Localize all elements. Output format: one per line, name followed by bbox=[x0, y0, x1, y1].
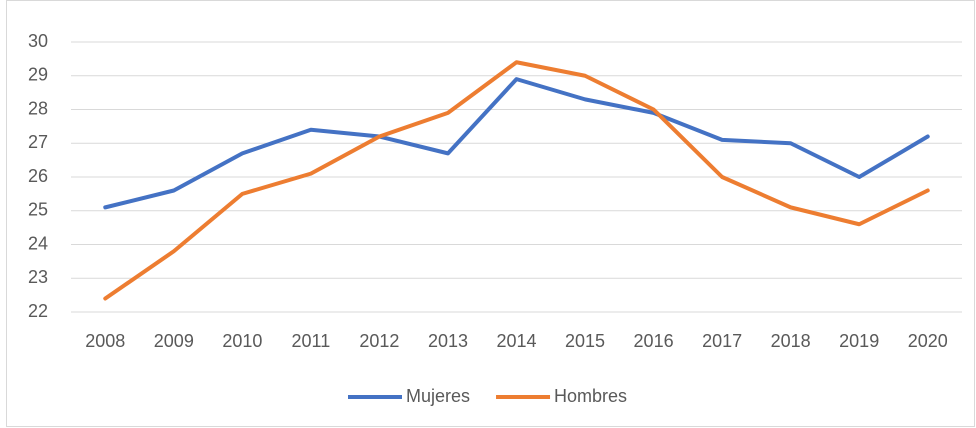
x-tick-label: 2017 bbox=[702, 331, 742, 351]
x-tick-label: 2016 bbox=[634, 331, 674, 351]
series-line bbox=[103, 77, 930, 210]
x-tick-label: 2020 bbox=[908, 331, 948, 351]
y-tick-label: 27 bbox=[28, 132, 48, 152]
y-tick-label: 25 bbox=[28, 200, 48, 220]
x-tick-label: 2014 bbox=[496, 331, 536, 351]
series-line bbox=[103, 60, 930, 301]
x-tick-label: 2015 bbox=[565, 331, 605, 351]
y-tick-label: 30 bbox=[28, 31, 48, 51]
legend-label: Mujeres bbox=[406, 386, 470, 406]
legend-label: Hombres bbox=[554, 386, 627, 406]
x-tick-label: 2010 bbox=[222, 331, 262, 351]
x-tick-label: 2012 bbox=[359, 331, 399, 351]
y-tick-label: 22 bbox=[28, 301, 48, 321]
x-tick-label: 2018 bbox=[771, 331, 811, 351]
x-tick-label: 2013 bbox=[428, 331, 468, 351]
chart-frame bbox=[6, 0, 975, 427]
x-tick-label: 2009 bbox=[154, 331, 194, 351]
y-tick-label: 26 bbox=[28, 166, 48, 186]
y-tick-label: 23 bbox=[28, 267, 48, 287]
x-tick-label: 2019 bbox=[839, 331, 879, 351]
y-tick-label: 29 bbox=[28, 65, 48, 85]
x-tick-label: 2008 bbox=[85, 331, 125, 351]
y-tick-label: 24 bbox=[28, 233, 48, 253]
x-tick-label: 2011 bbox=[292, 331, 331, 351]
y-tick-label: 28 bbox=[28, 98, 48, 118]
